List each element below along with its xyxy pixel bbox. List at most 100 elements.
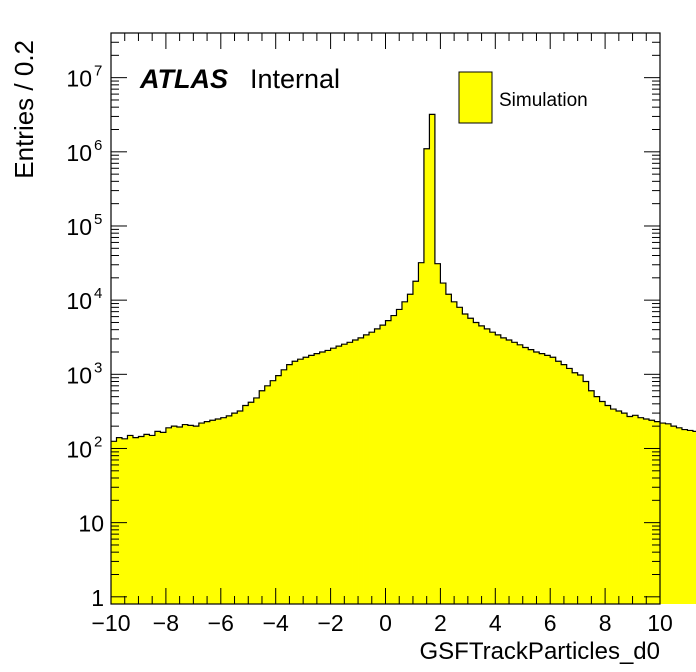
histogram-bar — [434, 263, 441, 604]
x-tick-label: 2 — [434, 610, 447, 636]
histogram-bar — [638, 417, 644, 604]
histogram-bar — [649, 420, 655, 604]
histogram-bar — [506, 340, 513, 604]
x-tick-label: 10 — [647, 610, 673, 636]
histogram-bar — [264, 385, 271, 604]
histogram-bar — [297, 359, 304, 604]
histogram-bar — [132, 437, 139, 604]
histogram-bar — [347, 342, 353, 604]
histogram-bar — [308, 355, 315, 604]
histogram-bar — [539, 353, 546, 604]
x-tick-label: 8 — [599, 610, 612, 636]
y-axis-label: Entries / 0.2 — [9, 40, 39, 179]
histogram-bar — [407, 294, 414, 604]
histogram-bar — [544, 355, 551, 604]
histogram-bar — [533, 351, 540, 604]
histogram-bar — [423, 148, 430, 604]
histogram-bar — [165, 427, 172, 604]
histogram-bar — [462, 314, 469, 604]
histogram-bar — [429, 114, 436, 604]
histogram-bar — [572, 372, 579, 604]
histogram-bar — [577, 374, 584, 604]
histogram-bar — [676, 427, 683, 604]
histogram-bar — [555, 361, 562, 604]
histogram-bar — [396, 309, 403, 604]
atlas-label: ATLAS — [139, 64, 228, 94]
histogram-bar — [248, 402, 255, 604]
y-tick-label: 10 — [66, 140, 92, 166]
histogram-bar — [215, 418, 222, 604]
x-tick-label: −4 — [263, 610, 289, 636]
x-tick-label: −8 — [153, 610, 179, 636]
histogram-bar — [654, 421, 661, 604]
histogram-bar — [632, 415, 639, 604]
histogram-bar — [209, 420, 216, 604]
histogram-bar — [500, 337, 507, 604]
histogram-bar — [198, 423, 205, 604]
histogram-bar — [385, 320, 392, 604]
y-tick-label: 10 — [78, 511, 104, 537]
histogram-bar — [665, 423, 672, 604]
histogram-bar — [495, 334, 502, 604]
histogram-bar — [440, 283, 447, 604]
histogram-bar — [330, 348, 337, 604]
x-axis-label: GSFTrackParticles_d0 — [419, 638, 660, 665]
histogram-bar — [226, 415, 233, 604]
histogram-bar — [374, 328, 381, 604]
histogram-bar — [253, 397, 260, 604]
y-tick-exponent: 3 — [94, 359, 102, 376]
x-tick-label: 4 — [489, 610, 502, 636]
histogram-outline — [111, 113, 696, 442]
y-tick-exponent: 2 — [94, 433, 102, 450]
histogram-bar — [303, 357, 310, 604]
histogram-bar — [143, 434, 150, 604]
histogram-bar — [319, 351, 326, 604]
legend-swatch — [458, 71, 493, 124]
histogram-bar — [187, 425, 194, 604]
histogram-bar — [270, 380, 277, 604]
histogram-bar — [204, 421, 211, 604]
histogram-bar — [237, 411, 244, 604]
histogram-bar — [116, 437, 123, 604]
histogram-bar — [511, 342, 518, 604]
y-tick-label: 10 — [66, 288, 92, 314]
histogram-bar — [127, 435, 134, 604]
histogram-bar — [231, 413, 238, 604]
histogram-bar — [314, 353, 321, 604]
histogram-bar — [566, 368, 573, 604]
histogram-bar — [138, 436, 145, 604]
histogram-bar — [390, 315, 397, 604]
histogram-bar — [182, 424, 189, 604]
histogram-bar — [160, 432, 167, 604]
histogram-bar — [121, 438, 128, 604]
histogram-bar — [352, 340, 359, 604]
histogram-bar — [550, 357, 557, 604]
histogram-bar — [692, 431, 696, 604]
legend-label: Simulation — [499, 90, 588, 111]
histogram-bar — [358, 337, 364, 604]
histogram-bar — [242, 405, 249, 604]
histogram-bars — [111, 113, 696, 604]
histogram-bar — [616, 411, 622, 604]
y-tick-label: 10 — [66, 214, 92, 240]
histogram-bar — [670, 426, 677, 604]
histogram-bar — [292, 361, 299, 604]
histogram-bar — [380, 325, 386, 604]
histogram-bar — [643, 418, 650, 604]
histogram-bar — [281, 369, 288, 604]
histogram-bar — [528, 349, 535, 604]
histogram-bar — [605, 405, 611, 604]
y-tick-label: 10 — [66, 362, 92, 388]
histogram-bar — [473, 322, 480, 604]
histogram-bar — [275, 375, 282, 604]
y-tick-label: 10 — [66, 436, 92, 462]
histogram-bar — [660, 423, 666, 604]
histogram-bar — [610, 409, 617, 604]
histogram-bar — [489, 332, 496, 604]
histogram-bar — [220, 417, 227, 604]
histogram-bar — [561, 364, 568, 604]
y-tick-exponent: 5 — [94, 211, 102, 228]
histogram-bar — [325, 350, 331, 604]
